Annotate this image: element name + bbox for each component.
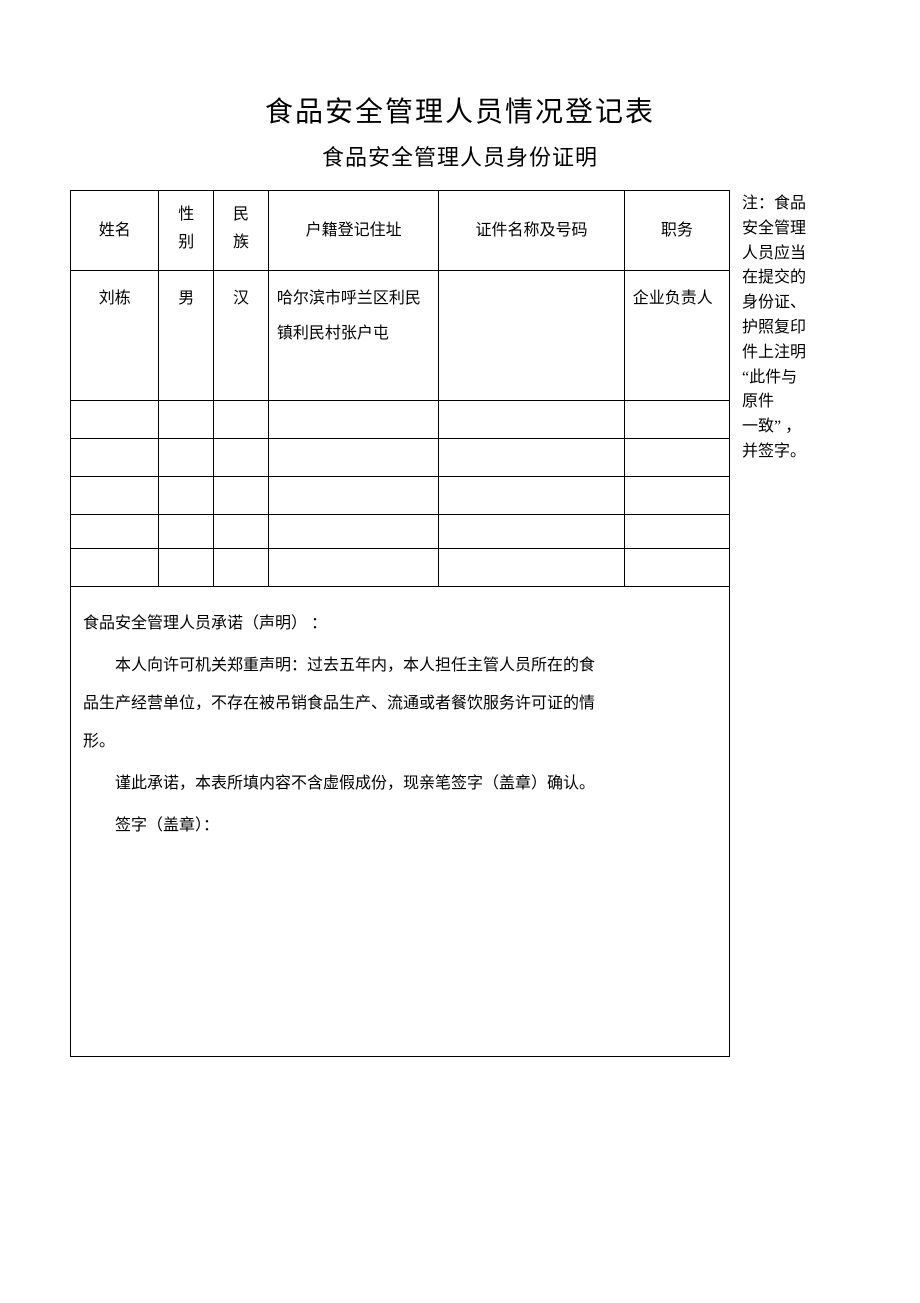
header-sex-l2: 别	[178, 234, 194, 251]
title-main: 食品安全管理人员情况登记表	[70, 90, 850, 130]
cell-ethnicity: 汉	[214, 271, 269, 401]
declaration-line3a: 品生产经营单位，不存在被吊销食品生产、流通或者餐饮服务许可证的情	[83, 686, 717, 721]
note-l6: 护照复印	[742, 316, 840, 341]
note-l9: 原件	[742, 390, 840, 415]
declaration-line5: 签字（盖章）：	[83, 805, 717, 847]
table-row	[71, 439, 730, 477]
header-ethnicity: 民 族	[214, 191, 269, 271]
header-eth-l2: 族	[233, 234, 249, 251]
note-l4: 在提交的	[742, 266, 840, 291]
cell-idno	[439, 271, 624, 401]
header-idno: 证件名称及号码	[439, 191, 624, 271]
cell-job: 企业负责人	[624, 271, 729, 401]
page-container: 食品安全管理人员情况登记表 食品安全管理人员身份证明 姓名 性 别 民	[0, 0, 920, 1057]
cell-name: 刘栋	[71, 271, 159, 401]
header-name: 姓名	[71, 191, 159, 271]
personnel-table: 姓名 性 别 民 族 户籍登记住址 证件名称及号码	[70, 190, 730, 1057]
header-address: 户籍登记住址	[268, 191, 439, 271]
declaration-row: 食品安全管理人员承诺（声明） ： 本人向许可机关郑重声明：过去五年内，本人担任主…	[71, 587, 730, 1057]
note-l8: “此件与	[742, 366, 840, 391]
declaration-line4: 谨此承诺，本表所填内容不含虚假成份，现亲笔签字（盖章）确认。	[83, 763, 717, 805]
table-row: 刘栋 男 汉 哈尔滨市呼兰区利民镇利民村张户屯 企业负责人	[71, 271, 730, 401]
declaration-line2: 本人向许可机关郑重声明：过去五年内，本人担任主管人员所在的食	[83, 645, 717, 687]
header-sex: 性 别	[159, 191, 214, 271]
note-l10: 一致” ，	[742, 415, 840, 440]
declaration-line3b: 形。	[83, 721, 717, 763]
title-sub: 食品安全管理人员身份证明	[70, 140, 850, 172]
side-note: 注：食品 安全管理 人员应当 在提交的 身份证、 护照复印 件上注明 “此件与 …	[742, 190, 840, 465]
table-row	[71, 401, 730, 439]
declaration-cell: 食品安全管理人员承诺（声明） ： 本人向许可机关郑重声明：过去五年内，本人担任主…	[71, 587, 730, 1057]
table-row	[71, 549, 730, 587]
note-l1: 注：食品	[742, 192, 840, 217]
header-eth-l1: 民	[233, 206, 249, 223]
note-l7: 件上注明	[742, 341, 840, 366]
table-header-row: 姓名 性 别 民 族 户籍登记住址 证件名称及号码	[71, 191, 730, 271]
declaration-line1: 食品安全管理人员承诺（声明） ：	[83, 603, 717, 645]
table-wrap: 姓名 性 别 民 族 户籍登记住址 证件名称及号码	[70, 190, 730, 1057]
note-l2: 安全管理	[742, 217, 840, 242]
content-row: 姓名 性 别 民 族 户籍登记住址 证件名称及号码	[70, 190, 850, 1057]
note-l5: 身份证、	[742, 291, 840, 316]
header-job: 职务	[624, 191, 729, 271]
cell-address: 哈尔滨市呼兰区利民镇利民村张户屯	[268, 271, 439, 401]
note-l3: 人员应当	[742, 242, 840, 267]
table-row	[71, 515, 730, 549]
table-row	[71, 477, 730, 515]
header-sex-l1: 性	[178, 206, 194, 223]
cell-sex: 男	[159, 271, 214, 401]
note-l11: 并签字。	[742, 440, 840, 465]
